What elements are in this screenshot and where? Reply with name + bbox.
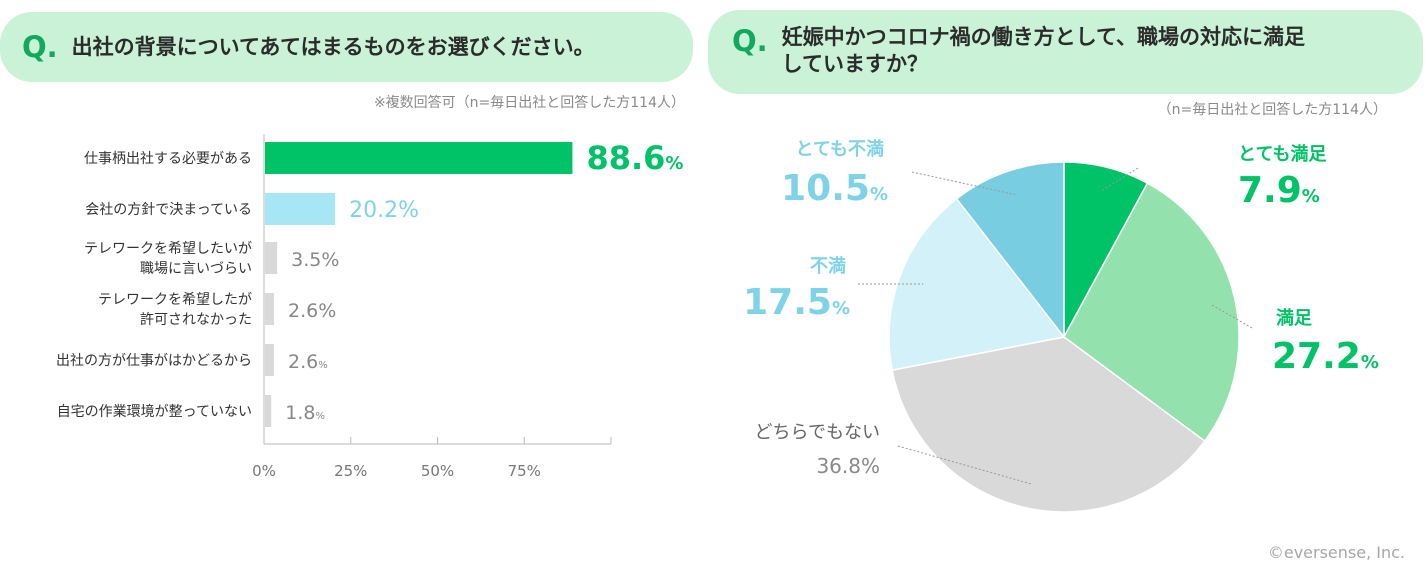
left-question-text: 出社の背景についてあてはまるものをお選びください。 bbox=[71, 34, 595, 59]
x-tick-label: 50% bbox=[421, 462, 454, 480]
bar bbox=[265, 142, 573, 174]
bar bbox=[265, 193, 336, 225]
bar bbox=[265, 242, 278, 274]
pie-slice bbox=[1063, 182, 1240, 443]
left-sample-note: ※複数回答可（n=毎日出社と回答した方114人） bbox=[373, 95, 685, 111]
pie-slice-name: 満足 bbox=[1276, 307, 1312, 329]
bar-value-label: 2.6% bbox=[288, 300, 336, 322]
bar-category-label: テレワークを希望したが許可されなかった bbox=[98, 292, 252, 328]
pie-slice bbox=[888, 197, 1066, 371]
bar-value-label: 20.2% bbox=[349, 198, 419, 223]
right-question-mark: Q. bbox=[732, 24, 768, 58]
bar-category-label: 仕事柄出社する必要がある bbox=[84, 151, 252, 167]
pie-leader-line bbox=[911, 171, 1016, 196]
x-tick-label: 75% bbox=[508, 462, 541, 480]
right-question-line2: していますか？ bbox=[781, 52, 929, 76]
bar-value-label: 88.6% bbox=[586, 139, 683, 177]
bar-category-label: 出社の方が仕事がはかどるから bbox=[56, 353, 252, 369]
right-sample-note: （n=毎日出社と回答した方114人） bbox=[1157, 102, 1387, 118]
pie-leader-line bbox=[897, 445, 1031, 485]
bar bbox=[265, 344, 275, 376]
left-question-box: Q. 出社の背景についてあてはまるものをお選びください。 bbox=[0, 12, 693, 82]
left-question-mark: Q. bbox=[22, 30, 58, 64]
bar-category-label: 自宅の作業環境が整っていない bbox=[57, 404, 252, 420]
pie-slice-name: とても満足 bbox=[1238, 143, 1327, 165]
bar-value-label: 2.6% bbox=[288, 351, 328, 373]
pie-slice-value: 27.2% bbox=[1272, 336, 1379, 377]
pie-slice-value: 36.8% bbox=[816, 454, 880, 478]
copyright: ©eversense, Inc. bbox=[1267, 543, 1405, 562]
bar-value-label: 1.8% bbox=[285, 402, 325, 424]
bar bbox=[265, 293, 275, 325]
bar-value-label: 3.5% bbox=[291, 249, 339, 271]
pie-leader-line bbox=[1100, 167, 1139, 192]
pie-slice-name: とても不満 bbox=[795, 138, 884, 160]
pie-slice-value: 10.5% bbox=[781, 168, 888, 209]
x-tick-label: 25% bbox=[334, 462, 367, 480]
pie-slice-name: 不満 bbox=[810, 255, 846, 277]
bar-category-label: テレワークを希望したいが職場に言いづらい bbox=[84, 241, 252, 277]
pie-slice-value: 17.5% bbox=[743, 282, 850, 323]
x-tick-label: 0% bbox=[252, 462, 276, 480]
right-question-line1: 妊娠中かつコロナ禍の働き方として、職場の対応に満足 bbox=[781, 25, 1305, 49]
pie-slice-value: 7.9% bbox=[1238, 170, 1320, 211]
bar bbox=[265, 395, 272, 427]
pie-slice-name: どちらでもない bbox=[755, 422, 880, 443]
bar-chart: 0% 25% 50% 75% 仕事柄出社する必要がある 88.6% 会社の方針で決まっている… bbox=[56, 134, 683, 480]
pie-slice bbox=[891, 336, 1206, 513]
right-question-box: Q. 妊娠中かつコロナ禍の働き方として、職場の対応に満足 していますか？ bbox=[708, 10, 1423, 94]
bar-category-label: 会社の方針で決まっている bbox=[85, 202, 252, 218]
pie-slice bbox=[955, 161, 1065, 340]
